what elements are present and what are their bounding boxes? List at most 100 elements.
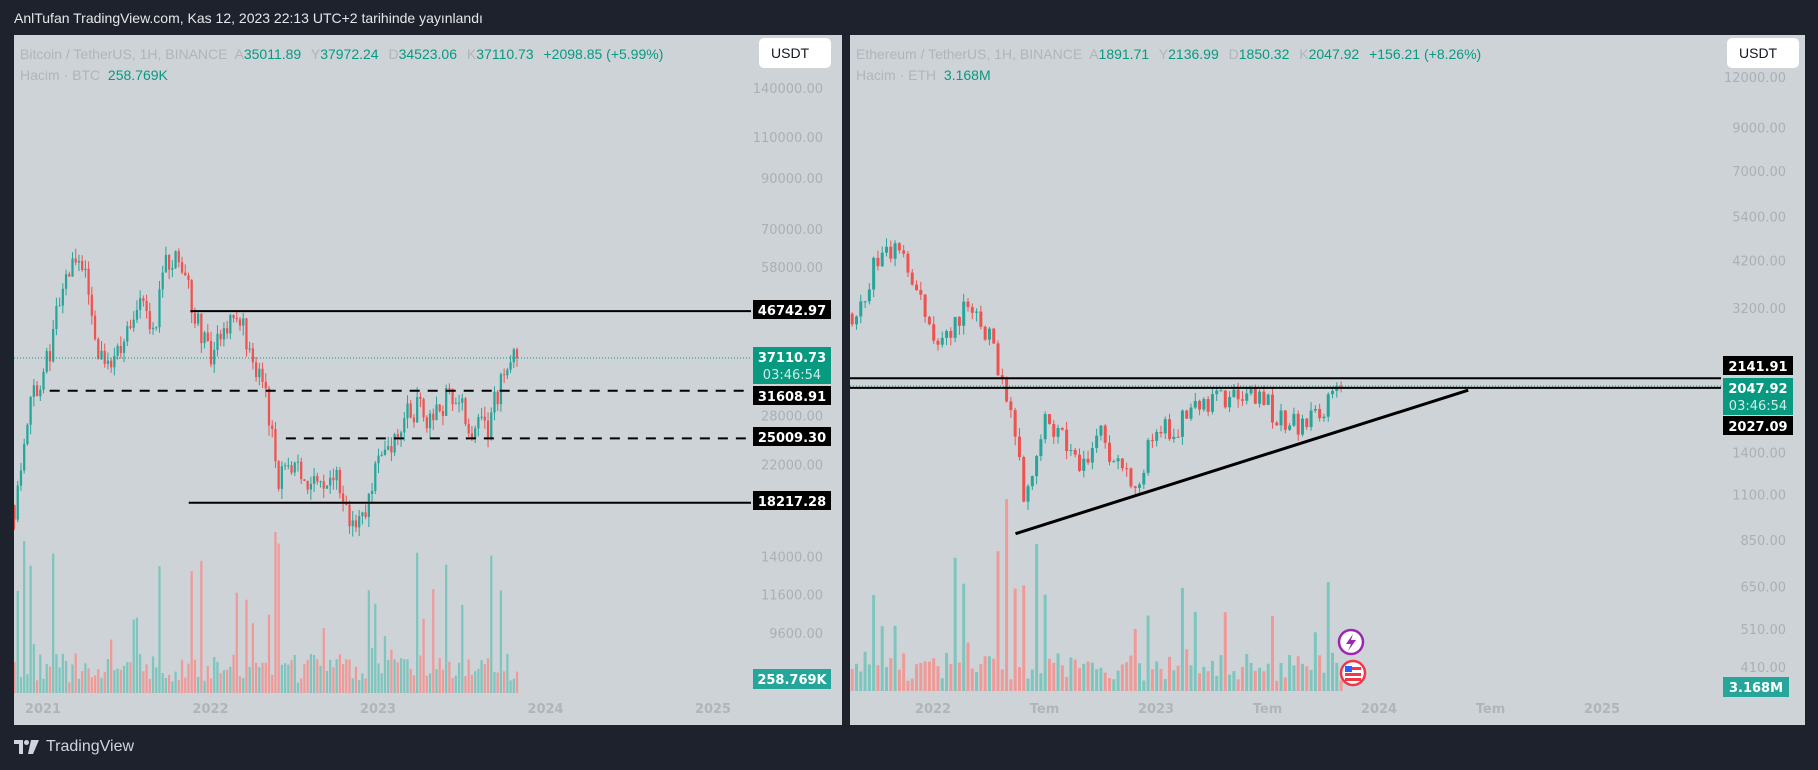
volume-bar (1090, 662, 1094, 691)
change-value: +2098.85 (+5.99%) (543, 46, 664, 62)
candle-body (55, 306, 58, 330)
volume-bar (168, 674, 171, 693)
volume-bar (306, 659, 309, 693)
candle-body (129, 326, 132, 328)
currency-button[interactable]: USDT (1727, 38, 1799, 68)
time-tick: 2025 (1584, 702, 1620, 717)
volume-bar (1300, 663, 1304, 691)
volume-bar (987, 656, 991, 691)
candle-body (936, 340, 940, 345)
candle-body (100, 350, 103, 360)
volume-bar (351, 678, 354, 693)
volume-bar (158, 566, 161, 693)
volume-bar (1176, 665, 1180, 691)
candle-body (367, 493, 370, 517)
brand-name[interactable]: TradingView (46, 738, 135, 755)
candle-body (1223, 390, 1227, 408)
candle-body (87, 268, 90, 295)
volume-bar (119, 669, 122, 693)
eth-chart-panel[interactable]: 12000.00 9000.00 7000.00 5400.00 4200.00 3200… (850, 35, 1805, 725)
volume-bar (341, 663, 345, 693)
symbol-title[interactable]: Ethereum / TetherUS, 1H, BINANCE (856, 46, 1083, 62)
volume-bar (1009, 679, 1013, 691)
candle-body (435, 404, 438, 421)
price-tick: 4200.00 (1732, 255, 1786, 270)
candle-body (1060, 427, 1064, 430)
candle-body (1266, 394, 1270, 405)
candle-body (1013, 410, 1017, 437)
candle-body (1129, 468, 1133, 487)
candle-body (225, 328, 229, 334)
volume-bar (1095, 669, 1099, 691)
candle-body (77, 260, 81, 263)
candle-body (390, 446, 393, 453)
volume-bar (983, 656, 987, 691)
volume-bar (975, 672, 979, 691)
volume-axis-label: 258.769K (757, 673, 827, 688)
btc-legend: Bitcoin / TetherUS, 1H, BINANCE A35011.8… (20, 44, 669, 86)
volume-bar (16, 590, 19, 693)
candle-body (406, 403, 409, 419)
candle-body (1125, 468, 1129, 470)
volume-bar (74, 653, 77, 693)
currency-button[interactable]: USDT (759, 38, 831, 68)
candle-body (1275, 422, 1279, 426)
current-price-label: 37110.73 (758, 351, 826, 366)
volume-bar (949, 663, 953, 691)
candle-body (1240, 399, 1244, 401)
candle-body (454, 403, 457, 405)
price-tick: 11600.00 (761, 589, 823, 604)
volume-bar (859, 671, 863, 691)
volume-bar (1163, 679, 1167, 691)
candle-body (979, 311, 983, 327)
volume-bar (77, 678, 81, 693)
symbol-title[interactable]: Bitcoin / TetherUS, 1H, BINANCE (20, 46, 228, 62)
candle-body (1168, 419, 1172, 440)
volume-bar (122, 665, 126, 693)
time-tick: 2022 (192, 702, 228, 717)
volume-bar (496, 672, 499, 693)
volume-label[interactable]: Hacim · BTC (20, 67, 101, 83)
close-label: K (1299, 46, 1309, 62)
volume-label[interactable]: Hacim · ETH (856, 67, 937, 83)
volume-bar (1168, 656, 1172, 691)
volume-bar (225, 669, 229, 693)
volume-bar (416, 552, 419, 693)
volume-bar (235, 592, 238, 693)
candle-body (393, 434, 396, 453)
eth-chart-canvas[interactable]: 12000.00 9000.00 7000.00 5400.00 4200.00 3200… (850, 35, 1805, 725)
price-tick: 14000.00 (761, 550, 823, 565)
candle-body (438, 404, 441, 412)
volume-bar (957, 662, 961, 691)
close-value: 2047.92 (1308, 46, 1360, 62)
candle-body (1236, 389, 1240, 400)
flag-canton-icon (1345, 666, 1352, 672)
volume-bar (1116, 670, 1120, 691)
time-tick: Tem (1253, 702, 1283, 717)
volume-bar (428, 673, 432, 693)
volume-label-box (1723, 677, 1789, 697)
volume-bar (923, 661, 927, 691)
price-label-box (753, 300, 831, 319)
candle-body (303, 479, 306, 481)
volume-bar (486, 658, 490, 693)
current-price-label-box (753, 347, 831, 384)
candle-body (293, 462, 296, 473)
volume-bar (509, 680, 512, 693)
candle-body (361, 512, 364, 517)
candle-body (1258, 391, 1262, 404)
candle-body (1142, 472, 1146, 485)
volume-bar (1309, 669, 1313, 691)
volume-bar (936, 666, 940, 691)
candle-body (906, 253, 910, 273)
btc-chart-canvas[interactable]: 140000.00 110000.00 90000.00 70000.00 58000.… (14, 35, 842, 725)
price-tick: 90000.00 (761, 172, 823, 187)
btc-chart-panel[interactable]: 140000.00 110000.00 90000.00 70000.00 58000.… (14, 35, 842, 725)
volume-bar (110, 639, 113, 693)
candle-body (1283, 410, 1287, 430)
candle-body (1176, 436, 1180, 438)
candle-body (1155, 431, 1159, 441)
volume-bar (238, 676, 242, 693)
volume-bar (1318, 655, 1322, 691)
volume-bar (296, 682, 300, 693)
